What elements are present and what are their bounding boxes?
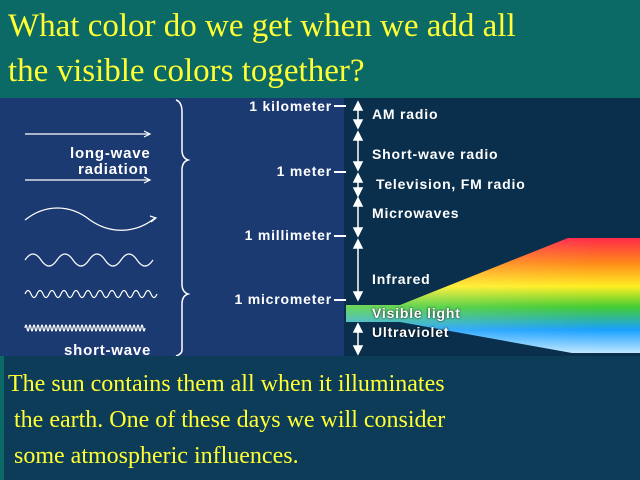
scale-ticks	[334, 105, 346, 301]
scale-label-kilometer: 1 kilometer	[249, 98, 332, 114]
band-microwaves: Microwaves	[372, 205, 460, 221]
long-wave-label: long-wave	[70, 145, 151, 162]
band-television-fm: Television, FM radio	[376, 176, 526, 192]
spectrum-figure: long-wave radiation short-wave 1 kilomet…	[0, 98, 640, 356]
band-am-radio: AM radio	[372, 106, 439, 122]
straight-wave-1	[25, 130, 152, 138]
short-wave-sample	[24, 289, 158, 299]
medium-wave	[24, 253, 154, 267]
caption-line-1: The sun contains them all when it illumi…	[8, 371, 445, 397]
slide-title: What color do we get when we add all the…	[8, 4, 638, 94]
scale-label-micrometer: 1 micrometer	[234, 291, 332, 307]
wave-samples	[24, 130, 158, 332]
long-wave	[24, 207, 156, 231]
radiation-label: radiation	[78, 161, 149, 178]
scale-label-meter: 1 meter	[276, 163, 332, 179]
straight-wave-2	[25, 176, 152, 184]
scale-label-millimeter: 1 millimeter	[244, 227, 332, 243]
band-arrows	[352, 100, 364, 356]
band-short-wave-radio: Short-wave radio	[372, 146, 499, 162]
band-infrared: Infrared	[372, 271, 431, 287]
short-wave-label: short-wave	[64, 342, 152, 356]
caption-box: The sun contains them all when it illumi…	[4, 356, 640, 480]
band-ultraviolet: Ultraviolet	[372, 324, 450, 340]
title-line-2: the visible colors together?	[8, 53, 365, 89]
spectrum-graphic	[0, 98, 640, 356]
very-short-wave	[24, 324, 146, 332]
caption-line-3: some atmospheric influences.	[8, 443, 299, 469]
band-visible-light: Visible light	[372, 305, 461, 321]
title-line-1: What color do we get when we add all	[8, 8, 516, 44]
brace	[175, 99, 191, 356]
caption-line-2: the earth. One of these days we will con…	[8, 407, 446, 433]
